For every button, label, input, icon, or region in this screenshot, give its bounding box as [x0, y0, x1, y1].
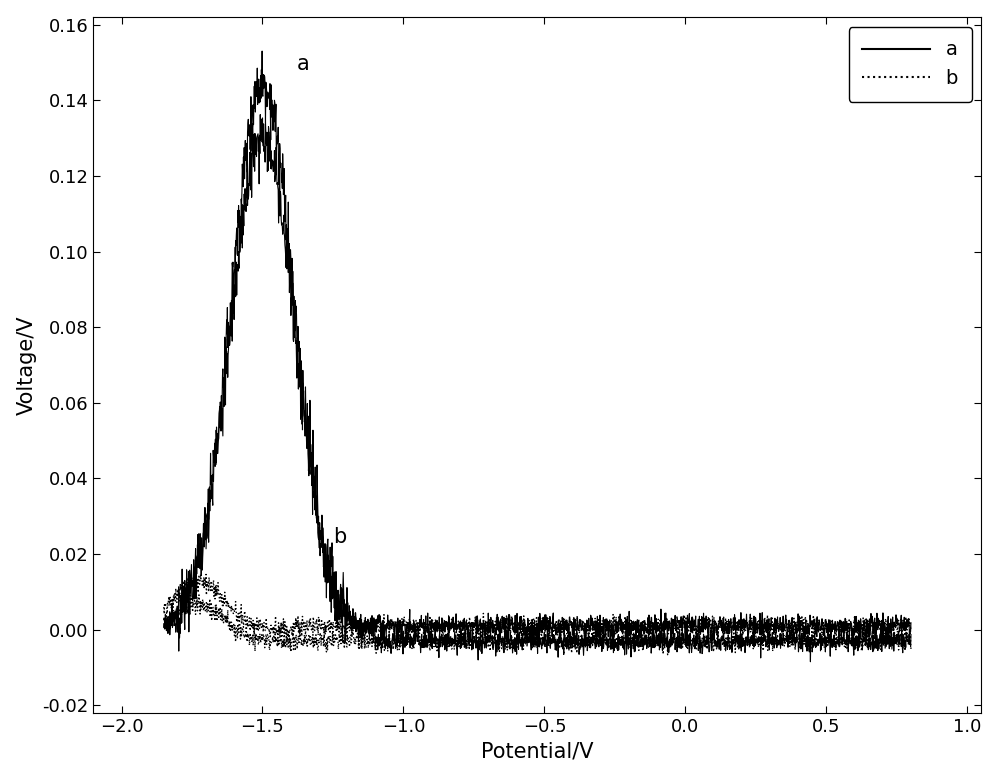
Y-axis label: Voltage/V: Voltage/V: [17, 315, 37, 415]
Text: b: b: [333, 527, 346, 547]
Text: a: a: [296, 54, 309, 74]
Legend: a, b: a, b: [849, 27, 972, 102]
X-axis label: Potential/V: Potential/V: [481, 741, 594, 762]
